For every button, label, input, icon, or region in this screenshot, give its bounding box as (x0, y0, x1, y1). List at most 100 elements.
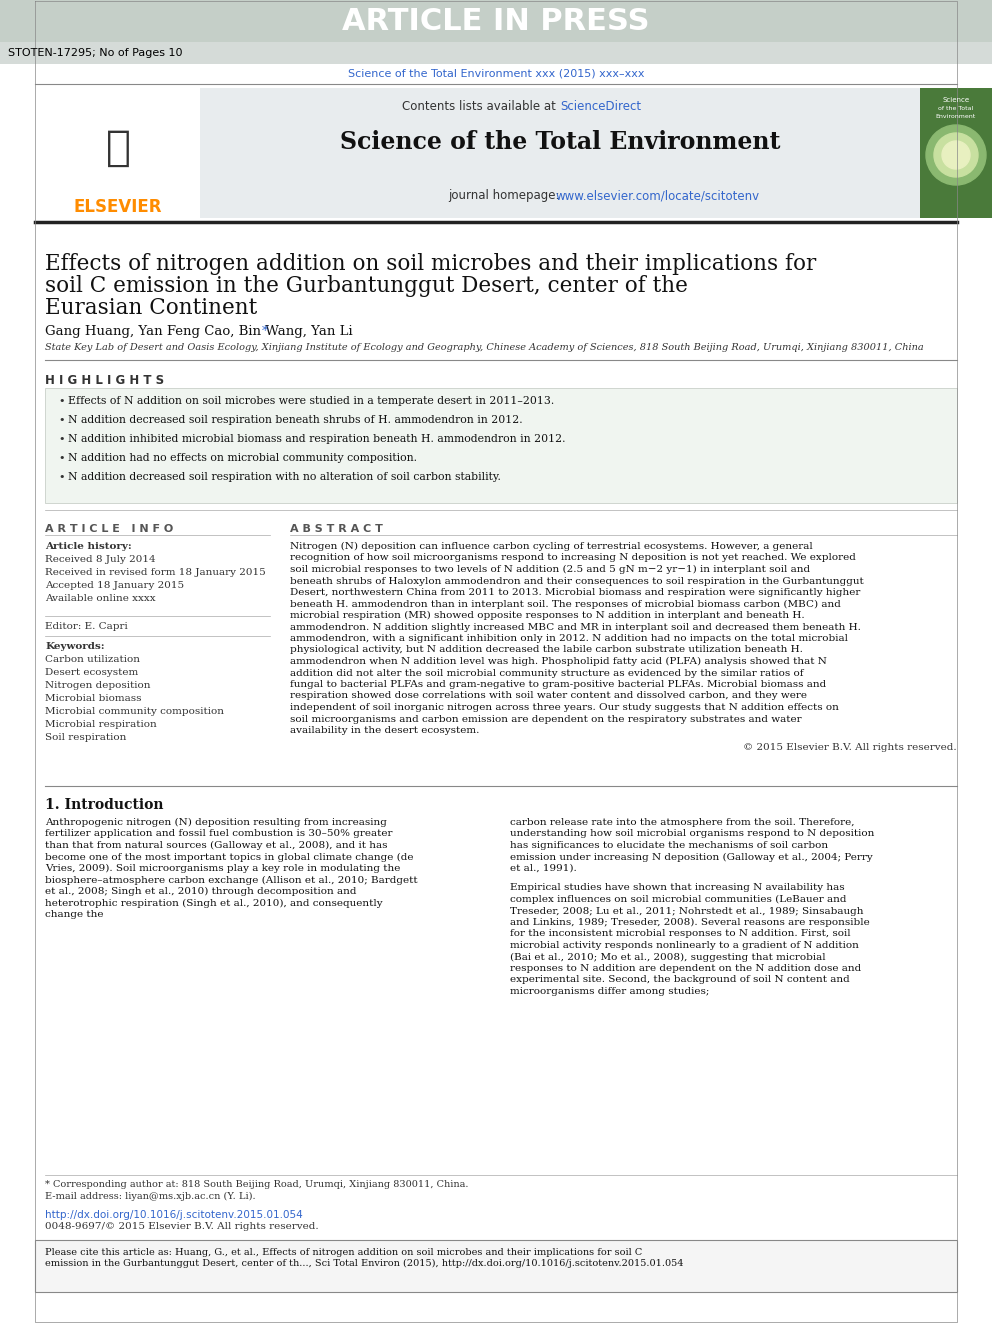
Text: Keywords:: Keywords: (45, 642, 104, 651)
Text: beneath shrubs of Haloxylon ammodendron and their consequences to soil respirati: beneath shrubs of Haloxylon ammodendron … (290, 577, 864, 586)
Text: Anthropogenic nitrogen (N) deposition resulting from increasing: Anthropogenic nitrogen (N) deposition re… (45, 818, 387, 827)
Text: et al., 2008; Singh et al., 2010) through decomposition and: et al., 2008; Singh et al., 2010) throug… (45, 886, 356, 896)
Circle shape (942, 142, 970, 169)
Text: fungal to bacterial PLFAs and gram-negative to gram-positive bacterial PLFAs. Mi: fungal to bacterial PLFAs and gram-negat… (290, 680, 826, 689)
Text: Science of the Total Environment xxx (2015) xxx–xxx: Science of the Total Environment xxx (20… (348, 69, 644, 79)
Text: (Bai et al., 2010; Mo et al., 2008), suggesting that microbial: (Bai et al., 2010; Mo et al., 2008), sug… (510, 953, 825, 962)
Text: http://dx.doi.org/10.1016/j.scitotenv.2015.01.054: http://dx.doi.org/10.1016/j.scitotenv.20… (45, 1211, 303, 1220)
Text: •: • (58, 472, 64, 482)
Text: ScienceDirect: ScienceDirect (560, 99, 641, 112)
Text: become one of the most important topics in global climate change (de: become one of the most important topics … (45, 852, 414, 861)
Text: Empirical studies have shown that increasing N availability has: Empirical studies have shown that increa… (510, 884, 844, 893)
Text: emission in the Gurbantunggut Desert, center of th..., Sci Total Environ (2015),: emission in the Gurbantunggut Desert, ce… (45, 1259, 683, 1269)
Text: ARTICLE IN PRESS: ARTICLE IN PRESS (342, 7, 650, 36)
Text: N addition inhibited microbial biomass and respiration beneath H. ammodendron in: N addition inhibited microbial biomass a… (68, 434, 565, 445)
Text: and Linkins, 1989; Treseder, 2008). Several reasons are responsible: and Linkins, 1989; Treseder, 2008). Seve… (510, 918, 870, 927)
Text: Please cite this article as: Huang, G., et al., Effects of nitrogen addition on : Please cite this article as: Huang, G., … (45, 1248, 642, 1257)
Text: State Key Lab of Desert and Oasis Ecology, Xinjiang Institute of Ecology and Geo: State Key Lab of Desert and Oasis Ecolog… (45, 343, 924, 352)
Text: Soil respiration: Soil respiration (45, 733, 126, 742)
Text: Nitrogen deposition: Nitrogen deposition (45, 681, 151, 691)
Text: www.elsevier.com/locate/scitotenv: www.elsevier.com/locate/scitotenv (555, 189, 759, 202)
Text: for the inconsistent microbial responses to N addition. First, soil: for the inconsistent microbial responses… (510, 930, 850, 938)
Text: ELSEVIER: ELSEVIER (73, 198, 163, 216)
Text: E-mail address: liyan@ms.xjb.ac.cn (Y. Li).: E-mail address: liyan@ms.xjb.ac.cn (Y. L… (45, 1192, 256, 1201)
Text: ammodendron. N addition slightly increased MBC and MR in interplant soil and dec: ammodendron. N addition slightly increas… (290, 623, 861, 631)
Text: change the: change the (45, 910, 103, 919)
Text: journal homepage:: journal homepage: (448, 189, 563, 202)
Text: Desert, northwestern China from 2011 to 2013. Microbial biomass and respiration : Desert, northwestern China from 2011 to … (290, 587, 860, 597)
Text: H I G H L I G H T S: H I G H L I G H T S (45, 374, 164, 388)
Text: © 2015 Elsevier B.V. All rights reserved.: © 2015 Elsevier B.V. All rights reserved… (743, 742, 957, 751)
Text: emission under increasing N deposition (Galloway et al., 2004; Perry: emission under increasing N deposition (… (510, 852, 873, 861)
Text: beneath H. ammodendron than in interplant soil. The responses of microbial bioma: beneath H. ammodendron than in interplan… (290, 599, 841, 609)
Text: 1. Introduction: 1. Introduction (45, 798, 164, 812)
Text: STOTEN-17295; No of Pages 10: STOTEN-17295; No of Pages 10 (8, 48, 183, 58)
Text: * Corresponding author at: 818 South Beijing Road, Urumqi, Xinjiang 830011, Chin: * Corresponding author at: 818 South Bei… (45, 1180, 468, 1189)
Text: Microbial respiration: Microbial respiration (45, 720, 157, 729)
Text: complex influences on soil microbial communities (LeBauer and: complex influences on soil microbial com… (510, 894, 846, 904)
Text: availability in the desert ecosystem.: availability in the desert ecosystem. (290, 726, 479, 736)
Text: Received in revised form 18 January 2015: Received in revised form 18 January 2015 (45, 568, 266, 577)
Text: soil microorganisms and carbon emission are dependent on the respiratory substra: soil microorganisms and carbon emission … (290, 714, 802, 724)
Text: physiological activity, but N addition decreased the labile carbon substrate uti: physiological activity, but N addition d… (290, 646, 803, 655)
Text: respiration showed dose correlations with soil water content and dissolved carbo: respiration showed dose correlations wit… (290, 692, 807, 700)
Text: Received 8 July 2014: Received 8 July 2014 (45, 556, 156, 564)
Text: •: • (58, 396, 64, 406)
Text: than that from natural sources (Galloway et al., 2008), and it has: than that from natural sources (Galloway… (45, 841, 388, 851)
FancyBboxPatch shape (200, 89, 920, 218)
Text: Microbial biomass: Microbial biomass (45, 695, 142, 703)
Text: experimental site. Second, the background of soil N content and: experimental site. Second, the backgroun… (510, 975, 850, 984)
Text: Contents lists available at: Contents lists available at (403, 99, 560, 112)
Text: •: • (58, 415, 64, 425)
Text: A R T I C L E   I N F O: A R T I C L E I N F O (45, 524, 174, 534)
Text: ammodendron, with a significant inhibition only in 2012. N addition had no impac: ammodendron, with a significant inhibiti… (290, 634, 848, 643)
Text: of the Total: of the Total (938, 106, 973, 111)
Text: et al., 1991).: et al., 1991). (510, 864, 576, 873)
Text: carbon release rate into the atmosphere from the soil. Therefore,: carbon release rate into the atmosphere … (510, 818, 854, 827)
Text: soil microbial responses to two levels of N addition (2.5 and 5 gN m−2 yr−1) in : soil microbial responses to two levels o… (290, 565, 810, 574)
Text: microorganisms differ among studies;: microorganisms differ among studies; (510, 987, 709, 996)
Text: N addition decreased soil respiration beneath shrubs of H. ammodendron in 2012.: N addition decreased soil respiration be… (68, 415, 523, 425)
Text: has significances to elucidate the mechanisms of soil carbon: has significances to elucidate the mecha… (510, 841, 828, 849)
Text: ammodendron when N addition level was high. Phospholipid fatty acid (PLFA) analy: ammodendron when N addition level was hi… (290, 658, 827, 665)
Text: Environment: Environment (935, 114, 976, 119)
Text: understanding how soil microbial organisms respond to N deposition: understanding how soil microbial organis… (510, 830, 874, 839)
Text: •: • (58, 434, 64, 445)
Text: Eurasian Continent: Eurasian Continent (45, 296, 257, 319)
Text: Accepted 18 January 2015: Accepted 18 January 2015 (45, 581, 185, 590)
Text: microbial activity responds nonlinearly to a gradient of N addition: microbial activity responds nonlinearly … (510, 941, 859, 950)
Text: Gang Huang, Yan Feng Cao, Bin Wang, Yan Li: Gang Huang, Yan Feng Cao, Bin Wang, Yan … (45, 325, 357, 337)
Text: Science: Science (942, 97, 969, 103)
Text: soil C emission in the Gurbantunggut Desert, center of the: soil C emission in the Gurbantunggut Des… (45, 275, 687, 296)
Text: Carbon utilization: Carbon utilization (45, 655, 140, 664)
Text: N addition decreased soil respiration with no alteration of soil carbon stabilit: N addition decreased soil respiration wi… (68, 472, 501, 482)
Text: Science of the Total Environment: Science of the Total Environment (340, 130, 780, 153)
Text: *: * (262, 325, 269, 337)
Text: fertilizer application and fossil fuel combustion is 30–50% greater: fertilizer application and fossil fuel c… (45, 830, 393, 839)
Text: microbial respiration (MR) showed opposite responses to N addition in interplant: microbial respiration (MR) showed opposi… (290, 611, 805, 620)
FancyBboxPatch shape (920, 89, 992, 218)
Text: A B S T R A C T: A B S T R A C T (290, 524, 383, 534)
Text: heterotrophic respiration (Singh et al., 2010), and consequently: heterotrophic respiration (Singh et al.,… (45, 898, 383, 908)
FancyBboxPatch shape (35, 89, 200, 218)
Text: Treseder, 2008; Lu et al., 2011; Nohrstedt et al., 1989; Sinsabaugh: Treseder, 2008; Lu et al., 2011; Nohrste… (510, 906, 863, 916)
Circle shape (934, 134, 978, 177)
Text: addition did not alter the soil microbial community structure as evidenced by th: addition did not alter the soil microbia… (290, 668, 804, 677)
Text: •: • (58, 452, 64, 463)
FancyBboxPatch shape (45, 388, 957, 503)
Text: 🌳: 🌳 (105, 127, 131, 169)
Text: Effects of N addition on soil microbes were studied in a temperate desert in 201: Effects of N addition on soil microbes w… (68, 396, 555, 406)
Text: Available online xxxx: Available online xxxx (45, 594, 156, 603)
Text: Desert ecosystem: Desert ecosystem (45, 668, 138, 677)
Text: N addition had no effects on microbial community composition.: N addition had no effects on microbial c… (68, 452, 417, 463)
Text: Editor: E. Capri: Editor: E. Capri (45, 622, 128, 631)
Circle shape (926, 124, 986, 185)
FancyBboxPatch shape (0, 0, 992, 42)
FancyBboxPatch shape (35, 1240, 957, 1293)
Text: Effects of nitrogen addition on soil microbes and their implications for: Effects of nitrogen addition on soil mic… (45, 253, 816, 275)
Text: Article history:: Article history: (45, 542, 132, 550)
Text: Microbial community composition: Microbial community composition (45, 706, 224, 716)
Text: independent of soil inorganic nitrogen across three years. Our study suggests th: independent of soil inorganic nitrogen a… (290, 703, 839, 712)
Text: Vries, 2009). Soil microorganisms play a key role in modulating the: Vries, 2009). Soil microorganisms play a… (45, 864, 401, 873)
Text: 0048-9697/© 2015 Elsevier B.V. All rights reserved.: 0048-9697/© 2015 Elsevier B.V. All right… (45, 1222, 318, 1230)
